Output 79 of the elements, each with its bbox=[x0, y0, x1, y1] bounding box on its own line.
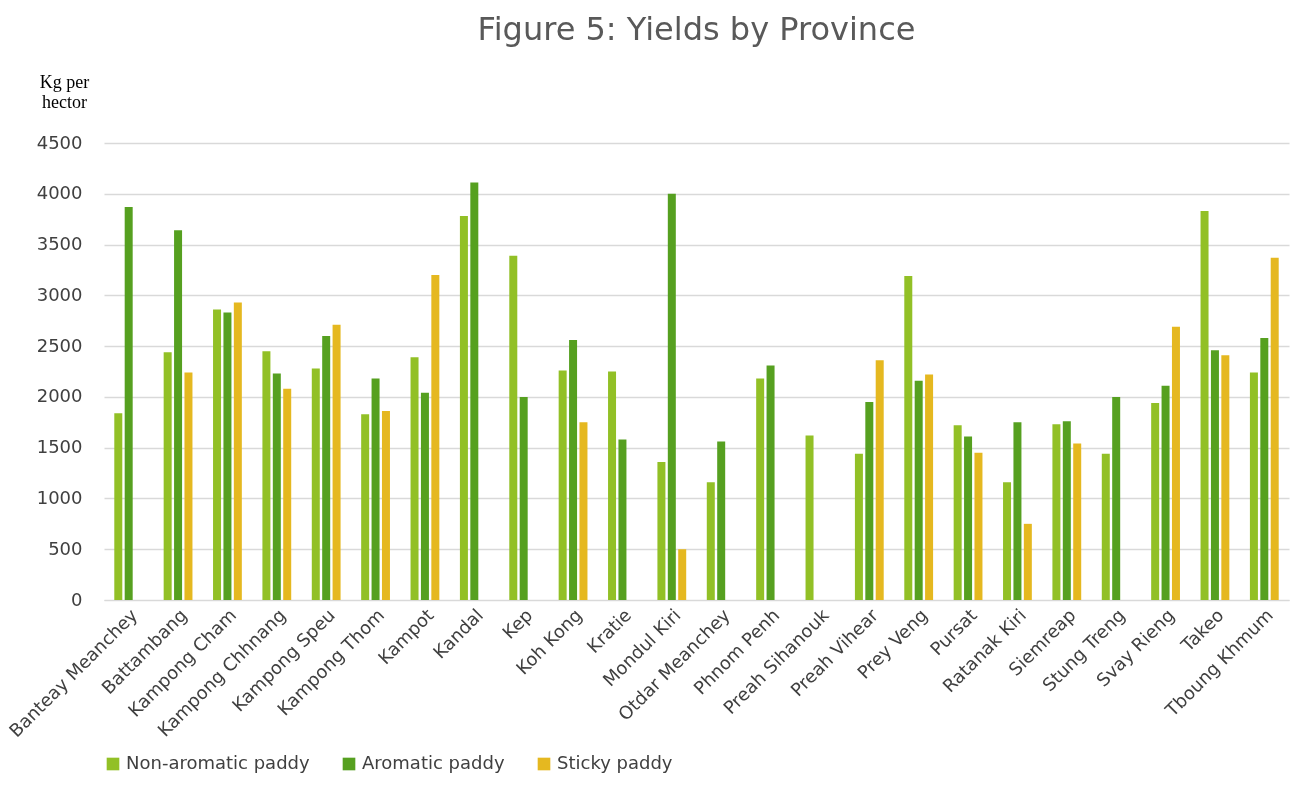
bar bbox=[322, 335, 331, 600]
x-tick-label: Kep bbox=[497, 604, 537, 643]
bar bbox=[272, 373, 281, 600]
bar bbox=[361, 414, 370, 600]
bar bbox=[1249, 372, 1258, 600]
bar bbox=[1003, 482, 1012, 600]
bar bbox=[904, 276, 913, 600]
bar bbox=[332, 324, 341, 600]
bar bbox=[558, 370, 567, 600]
bar bbox=[657, 461, 666, 600]
y-axis-title: Kg per hector bbox=[39, 71, 90, 112]
y-tick-label: 0 bbox=[71, 588, 83, 610]
bar bbox=[1200, 211, 1209, 600]
bar bbox=[1101, 453, 1110, 600]
bar bbox=[974, 452, 983, 600]
bar bbox=[618, 439, 627, 600]
bar bbox=[953, 425, 962, 600]
bar bbox=[1260, 337, 1269, 600]
bar bbox=[1221, 355, 1230, 600]
y-tick-label: 3500 bbox=[36, 233, 83, 255]
bar bbox=[311, 368, 320, 600]
bar bbox=[371, 378, 380, 600]
bar bbox=[163, 352, 172, 600]
bar bbox=[184, 372, 193, 600]
bar bbox=[262, 351, 271, 600]
bar bbox=[1073, 443, 1082, 600]
y-tick-label: 4000 bbox=[36, 182, 83, 204]
bar bbox=[283, 388, 292, 600]
y-tick-label: 500 bbox=[48, 537, 83, 559]
bar bbox=[420, 392, 429, 600]
bar bbox=[223, 312, 232, 600]
bar bbox=[865, 401, 874, 600]
bar bbox=[805, 435, 814, 600]
bar bbox=[569, 340, 578, 600]
bar bbox=[608, 371, 617, 600]
bar bbox=[410, 357, 419, 600]
bar bbox=[1023, 523, 1032, 600]
bar bbox=[667, 193, 676, 600]
bar bbox=[519, 396, 528, 600]
y-tick-label: 2000 bbox=[36, 385, 83, 407]
legend-label: Non-aromatic paddy bbox=[126, 752, 310, 773]
bar bbox=[706, 482, 715, 600]
bar bbox=[459, 216, 468, 600]
bar bbox=[381, 411, 390, 600]
bar bbox=[1270, 257, 1279, 600]
bar bbox=[1171, 326, 1180, 600]
bar bbox=[1112, 396, 1121, 600]
bar bbox=[1062, 421, 1071, 600]
bar bbox=[470, 182, 479, 600]
legend-label: Aromatic paddy bbox=[362, 752, 505, 773]
y-tick-label: 4500 bbox=[36, 131, 83, 153]
y-tick-label: 1000 bbox=[36, 486, 83, 508]
bar bbox=[174, 230, 183, 600]
bar bbox=[1161, 385, 1170, 600]
bar bbox=[854, 453, 863, 600]
bar bbox=[678, 549, 687, 600]
y-tick-label: 3000 bbox=[36, 283, 83, 305]
y-tick-label: 1500 bbox=[36, 436, 83, 458]
bar bbox=[925, 374, 934, 600]
bar bbox=[717, 441, 726, 600]
bar bbox=[1052, 424, 1061, 600]
bar bbox=[579, 422, 588, 600]
bar bbox=[233, 302, 242, 600]
bar bbox=[114, 413, 123, 600]
bar bbox=[964, 436, 973, 600]
bar bbox=[914, 380, 923, 600]
bar bbox=[124, 206, 133, 600]
bar bbox=[509, 255, 518, 600]
y-tick-label: 2500 bbox=[36, 334, 83, 356]
bar bbox=[875, 360, 884, 600]
bar bbox=[1013, 422, 1022, 600]
bar bbox=[431, 275, 440, 600]
legend-label: Sticky paddy bbox=[557, 752, 673, 773]
bar bbox=[766, 365, 775, 600]
bar bbox=[213, 309, 222, 600]
bar bbox=[1151, 402, 1160, 600]
bar bbox=[756, 378, 765, 600]
chart-title: Figure 5: Yields by Province bbox=[477, 10, 916, 48]
bar bbox=[1210, 350, 1219, 600]
